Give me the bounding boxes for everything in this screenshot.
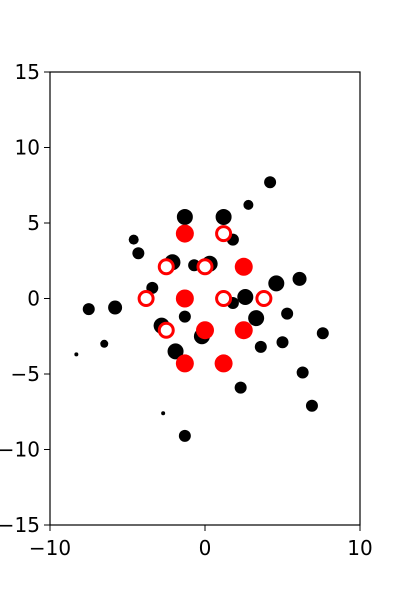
data-point [234,257,253,276]
data-point [176,208,193,225]
series-2 [137,225,273,339]
data-point [157,258,175,276]
data-point [74,352,79,357]
data-point [128,234,139,245]
data-point [175,289,194,308]
data-point [305,399,318,412]
data-point [108,300,123,315]
y-tick-label: 0 [27,287,40,311]
data-point [234,381,247,394]
data-point [215,290,233,307]
data-point [196,258,214,276]
data-point [178,310,191,323]
x-tick-label: 0 [199,536,212,560]
data-point [175,224,194,243]
data-point [167,343,184,360]
y-tick-label: −15 [0,513,40,537]
data-point [281,307,294,320]
data-point [248,310,265,327]
data-point [132,247,145,260]
y-tick-label: 5 [27,211,40,235]
data-point [100,339,109,348]
data-point [178,429,191,442]
data-point [268,275,285,292]
data-marks [74,176,329,442]
data-point [175,354,194,373]
data-point [196,321,214,340]
y-tick-label: −5 [11,362,40,386]
series-0 [74,176,329,442]
y-axis: 15 10 5 0 −5 −10 −15 [0,60,50,537]
data-point [243,199,254,210]
plot-frame [49,71,361,526]
data-point [82,303,95,316]
data-point [292,271,307,286]
data-point [215,208,232,225]
data-point [214,354,233,373]
data-point [157,321,175,339]
data-point [296,366,309,379]
data-point [237,288,254,305]
data-point [316,327,329,340]
data-point [234,321,253,340]
y-tick-label: 10 [15,136,40,160]
data-point [161,411,166,416]
x-tick-label: −10 [29,536,71,560]
y-tick-label: 15 [15,60,40,84]
data-point [137,290,155,307]
data-point [254,340,267,353]
x-tick-label: 10 [347,536,372,560]
data-point [255,290,273,307]
data-point [276,336,289,349]
data-point [215,225,233,243]
x-axis: −10 0 10 [29,525,373,560]
y-tick-label: −10 [0,438,40,462]
data-point [264,176,277,189]
series-1 [175,224,253,373]
